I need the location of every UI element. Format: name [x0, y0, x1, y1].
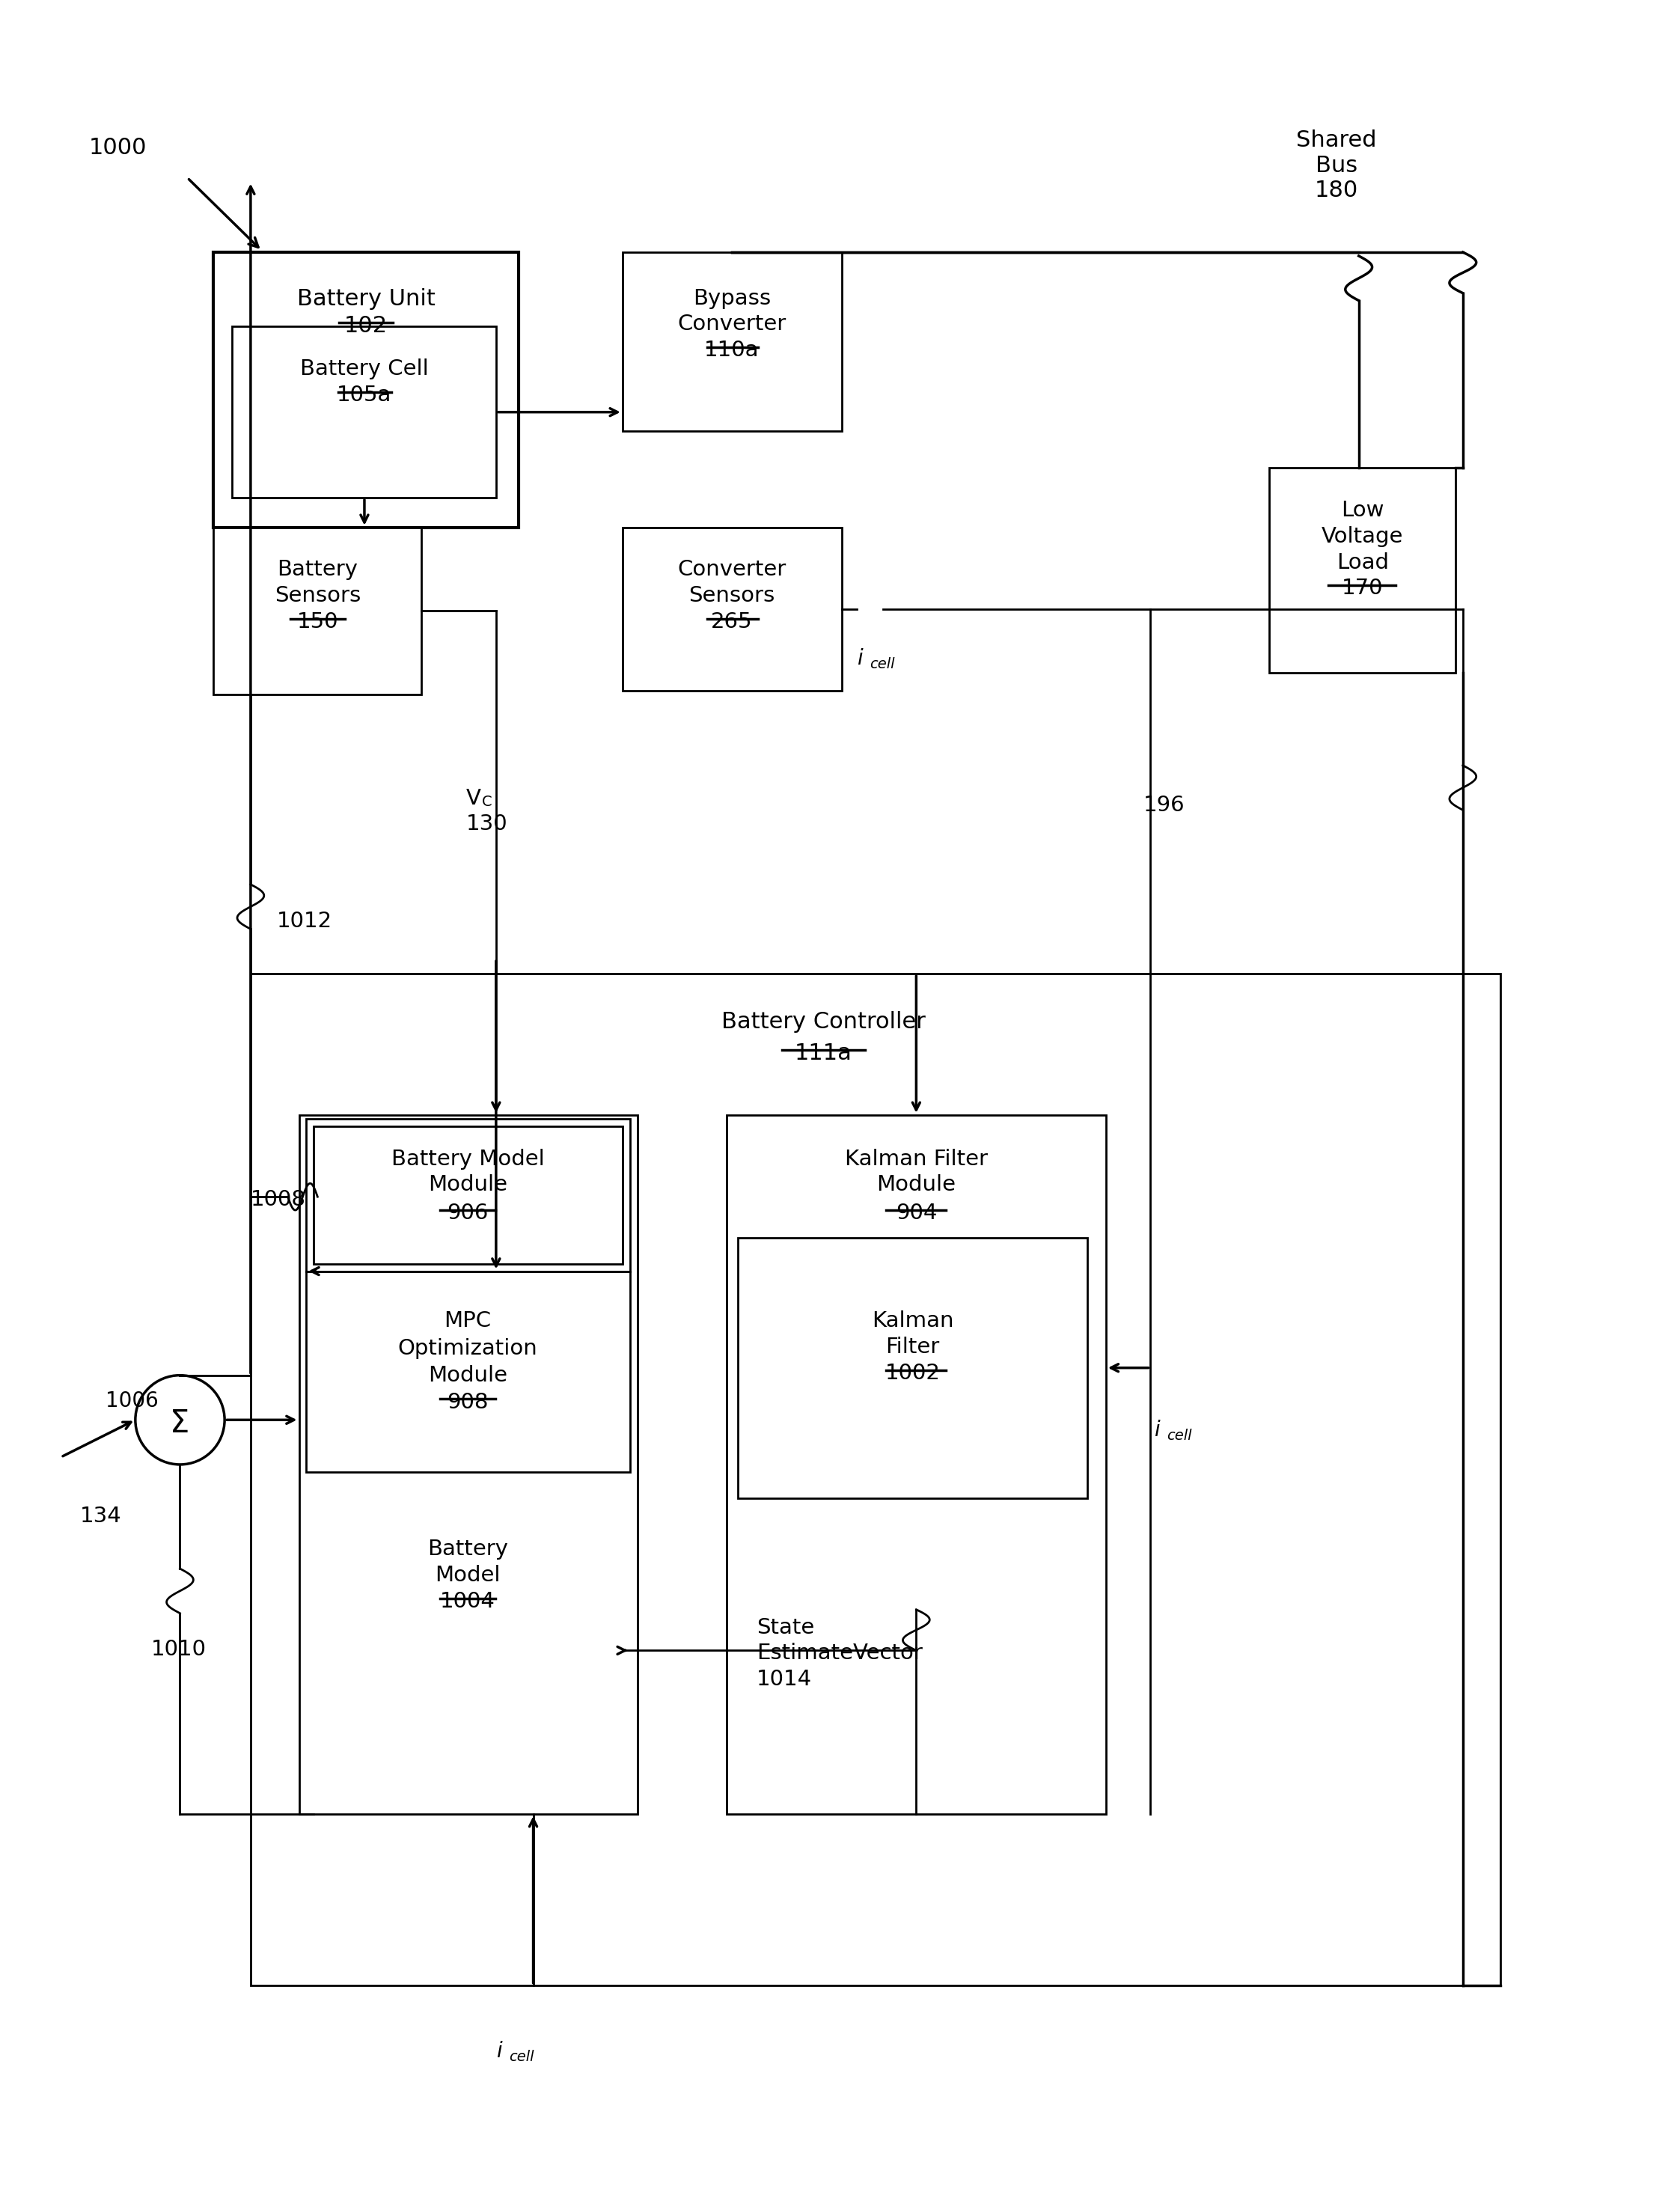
Bar — [738, 1237, 1087, 1497]
Text: Low: Low — [1341, 499, 1384, 521]
Text: cell: cell — [869, 657, 894, 672]
Text: Sensors: Sensors — [274, 584, 361, 606]
Text: 130: 130 — [467, 814, 507, 834]
Text: Battery Model: Battery Model — [391, 1149, 544, 1169]
Text: Filter: Filter — [885, 1337, 939, 1357]
Text: 906: 906 — [447, 1202, 489, 1224]
Text: Module: Module — [428, 1366, 507, 1386]
Text: Converter: Converter — [677, 560, 786, 580]
Bar — [250, 974, 1500, 1985]
Text: 1004: 1004 — [440, 1591, 496, 1611]
Bar — [299, 1114, 637, 1815]
Bar — [306, 1272, 630, 1471]
Bar — [314, 1125, 623, 1263]
Text: 1014: 1014 — [756, 1668, 811, 1690]
Bar — [1270, 468, 1455, 672]
Text: Kalman Filter: Kalman Filter — [845, 1149, 988, 1169]
Text: C: C — [482, 795, 492, 810]
Text: Kalman: Kalman — [872, 1311, 954, 1331]
Text: 265: 265 — [711, 611, 753, 633]
Text: Battery Unit: Battery Unit — [297, 289, 435, 309]
Text: MPC: MPC — [444, 1311, 491, 1331]
Text: Sensors: Sensors — [689, 584, 774, 606]
Text: 904: 904 — [895, 1202, 937, 1224]
Text: 134: 134 — [79, 1506, 121, 1526]
Text: 111a: 111a — [795, 1042, 852, 1064]
Bar — [623, 528, 842, 692]
Text: 196: 196 — [1142, 795, 1184, 816]
Text: 1000: 1000 — [89, 138, 146, 158]
Text: 1008: 1008 — [250, 1189, 306, 1211]
Text: V: V — [467, 788, 480, 808]
Text: Battery: Battery — [277, 560, 358, 580]
Text: Converter: Converter — [677, 313, 786, 335]
Text: 110a: 110a — [704, 339, 759, 361]
Text: cell: cell — [509, 2049, 534, 2064]
Text: 1002: 1002 — [885, 1362, 941, 1383]
Text: Optimization: Optimization — [398, 1337, 538, 1359]
Text: 170: 170 — [1342, 578, 1383, 600]
Text: Σ: Σ — [170, 1408, 190, 1440]
Text: State: State — [756, 1618, 815, 1637]
Bar — [213, 528, 422, 694]
Text: Shared
Bus
180: Shared Bus 180 — [1297, 129, 1376, 201]
Text: cell: cell — [1168, 1429, 1191, 1443]
Text: 1010: 1010 — [151, 1640, 207, 1659]
Text: i: i — [857, 648, 862, 670]
Bar — [306, 1119, 630, 1272]
Text: Voltage: Voltage — [1322, 525, 1403, 547]
Text: 102: 102 — [344, 315, 388, 337]
Text: EstimateVector: EstimateVector — [756, 1644, 922, 1664]
Text: 1006: 1006 — [106, 1390, 158, 1412]
Text: i: i — [1154, 1421, 1159, 1440]
Text: 150: 150 — [297, 611, 338, 633]
Text: Battery Cell: Battery Cell — [301, 359, 428, 379]
Text: Module: Module — [877, 1175, 956, 1195]
Bar — [726, 1114, 1105, 1815]
Bar — [232, 326, 496, 497]
Text: Model: Model — [435, 1565, 501, 1585]
Text: 105a: 105a — [338, 385, 391, 405]
Text: i: i — [496, 2040, 502, 2062]
Text: Battery Controller: Battery Controller — [721, 1011, 926, 1033]
Text: Battery: Battery — [427, 1539, 507, 1561]
Text: Module: Module — [428, 1175, 507, 1195]
Text: 908: 908 — [447, 1392, 489, 1412]
Bar — [213, 252, 519, 528]
Text: Bypass: Bypass — [692, 289, 771, 309]
Text: 1012: 1012 — [277, 911, 333, 930]
Text: Load: Load — [1336, 552, 1389, 574]
Bar — [623, 252, 842, 431]
